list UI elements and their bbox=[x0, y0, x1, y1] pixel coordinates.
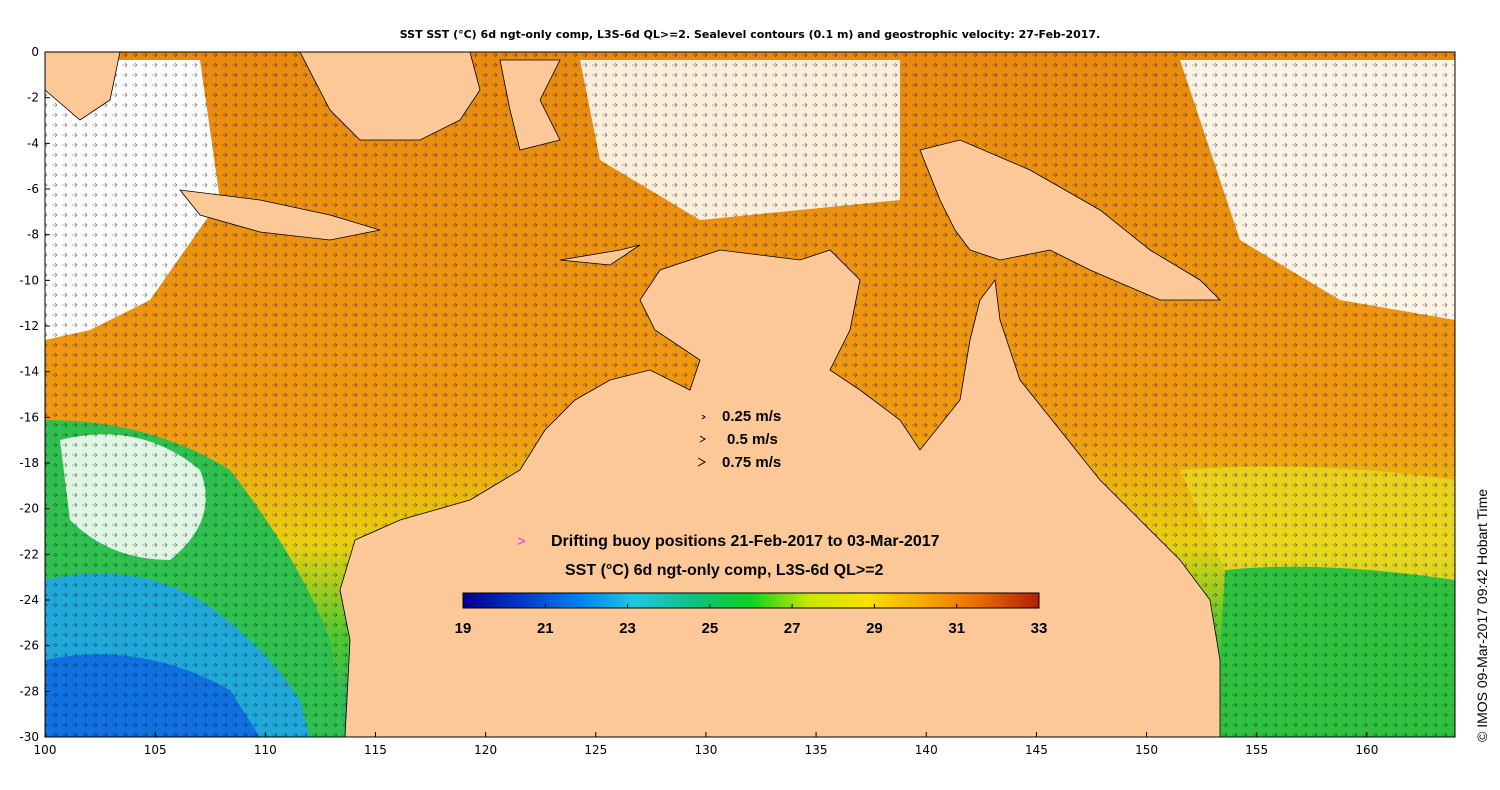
colorbar-title: SST (°C) 6d ngt-only comp, L3S-6d QL>=2 bbox=[565, 562, 884, 579]
velocity-legend-arrow-0.5 bbox=[699, 435, 706, 443]
lon-tick-label: 120 bbox=[474, 743, 497, 757]
colorbar-tick-label: 33 bbox=[1030, 620, 1048, 637]
velocity-legend-label-1: 0.25 m/s bbox=[722, 408, 782, 425]
land-sulawesi bbox=[499, 59, 561, 151]
colorbar-tick-label: 19 bbox=[454, 620, 472, 637]
lon-tick-label: 150 bbox=[1135, 743, 1158, 757]
lat-tick-label: -30 bbox=[19, 730, 39, 744]
lon-tick-label: 100 bbox=[34, 743, 57, 757]
credit-text: © IMOS 09-Mar-2017 09:42 Hobart Time bbox=[1474, 488, 1490, 742]
colorbar-tick-label: 29 bbox=[866, 620, 883, 637]
colorbar bbox=[462, 592, 1040, 609]
lon-tick-label: 155 bbox=[1245, 743, 1268, 757]
land-java bbox=[179, 189, 381, 241]
lat-tick-label: -18 bbox=[19, 456, 39, 470]
colorbar-tick-label: 31 bbox=[948, 620, 966, 637]
lat-tick-label: -20 bbox=[19, 502, 39, 516]
land-australia bbox=[339, 249, 1221, 737]
colorbar-tick-label: 27 bbox=[783, 620, 801, 637]
lat-tick-label: -12 bbox=[19, 319, 39, 333]
lat-tick-label: -28 bbox=[19, 684, 39, 698]
figure-title: SST SST (°C) 6d ngt-only comp, L3S-6d QL… bbox=[399, 28, 1101, 41]
colorbar-tick-label: 23 bbox=[619, 620, 636, 637]
lat-tick-label: -26 bbox=[19, 639, 39, 653]
velocity-legend-label-3: 0.75 m/s bbox=[722, 454, 782, 471]
lat-tick-label: 0 bbox=[31, 45, 39, 59]
lat-tick-label: -8 bbox=[27, 228, 39, 242]
colorbar-scale bbox=[462, 592, 1040, 609]
land-new-guinea bbox=[919, 139, 1221, 301]
lon-tick-label: 135 bbox=[805, 743, 828, 757]
lat-tick-label: -2 bbox=[27, 91, 39, 105]
land-timor bbox=[559, 244, 641, 266]
lat-tick-label: -6 bbox=[27, 182, 39, 196]
lon-tick-label: 105 bbox=[144, 743, 167, 757]
lon-tick-label: 125 bbox=[584, 743, 607, 757]
land-sumatra bbox=[45, 52, 121, 121]
land-borneo bbox=[299, 52, 481, 141]
velocity-legend-arrow-0.75 bbox=[697, 457, 707, 467]
lat-tick-label: -14 bbox=[19, 365, 39, 379]
lon-tick-label: 115 bbox=[364, 743, 387, 757]
buoy-legend-symbol: > bbox=[517, 533, 526, 550]
lat-tick-label: -22 bbox=[19, 547, 39, 561]
colorbar-tick-label: 25 bbox=[701, 620, 719, 637]
lon-tick-label: 140 bbox=[915, 743, 938, 757]
lat-tick-label: -16 bbox=[19, 410, 39, 424]
map-axes: 100 105 110 115 120 125 130 135 140 145 150 155 160 0… bbox=[19, 45, 1378, 757]
buoy-legend-text: Drifting buoy positions 21-Feb-2017 to 0… bbox=[551, 533, 940, 550]
lat-tick-label: -4 bbox=[27, 136, 39, 150]
colorbar-tick-label: 21 bbox=[536, 620, 554, 637]
lon-tick-label: 145 bbox=[1025, 743, 1048, 757]
velocity-legend-label-2: 0.5 m/s bbox=[727, 431, 778, 448]
lat-tick-label: -10 bbox=[19, 273, 39, 287]
colorbar-ticks bbox=[462, 604, 1040, 608]
lon-tick-label: 110 bbox=[254, 743, 277, 757]
velocity-legend-arrow-0.25 bbox=[701, 414, 706, 420]
lon-tick-label: 160 bbox=[1355, 743, 1378, 757]
lon-tick-label: 130 bbox=[694, 743, 717, 757]
plot-frame bbox=[44, 51, 1456, 738]
lat-tick-label: -24 bbox=[19, 593, 39, 607]
